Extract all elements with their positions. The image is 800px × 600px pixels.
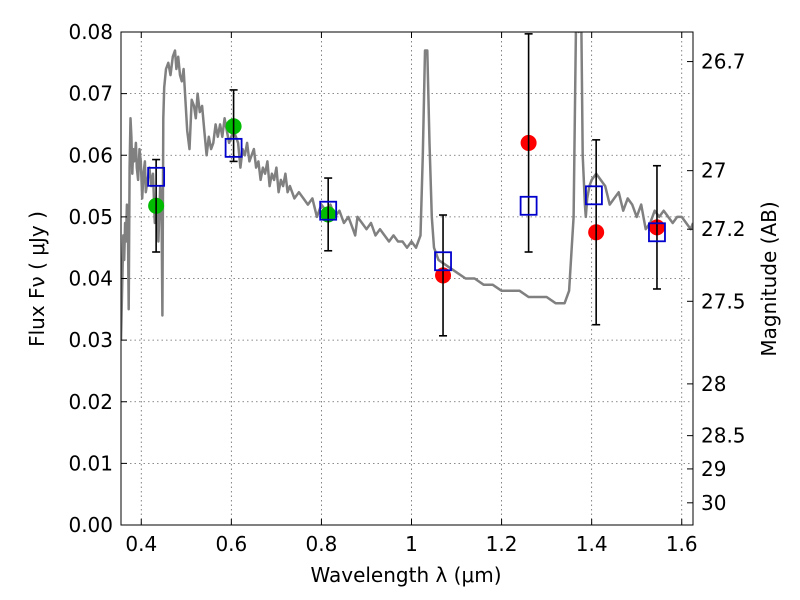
y2-tick-label: 28.5 (701, 424, 746, 448)
x-tick-label: 1.2 (486, 532, 518, 556)
y-tick-label: 0.08 (68, 20, 113, 44)
y-tick-label: 0.07 (68, 82, 113, 106)
y2-tick-label: 27.2 (701, 217, 746, 241)
model-photometry-square (224, 137, 243, 158)
y2-tick-label: 27.5 (701, 289, 746, 313)
y-tick-label: 0.02 (68, 390, 113, 414)
x-tick-label: 1 (405, 532, 418, 556)
y-tick-label: 0.01 (68, 451, 113, 475)
y2-tick-label: 27 (701, 159, 726, 183)
y-tick-label: 0.05 (68, 205, 113, 229)
x-tick-label: 0.6 (215, 532, 247, 556)
y2-axis-label: Magnitude (AB) (757, 201, 781, 356)
grid-lines (121, 31, 693, 526)
y-tick-label: 0.04 (68, 267, 113, 291)
data-layer (121, 32, 693, 341)
y-tick-label: 0.03 (68, 328, 113, 352)
y-tick-label: 0.06 (68, 143, 113, 167)
model-photometry-square (147, 166, 166, 187)
y2-tick-label: 26.7 (701, 50, 746, 74)
y-tick-label: 0.00 (68, 513, 113, 537)
model-photometry-square (319, 200, 338, 221)
x-axis-label: Wavelength λ (μm) (310, 563, 501, 587)
y2-tick-label: 29 (701, 457, 726, 481)
y2-tick-label: 28 (701, 372, 726, 396)
model-spectrum-line (121, 32, 693, 341)
y2-tick-label: 30 (701, 491, 726, 515)
x-tick-label: 0.4 (125, 532, 157, 556)
model-photometry-square (434, 251, 452, 272)
axis-ticks: 0.4 0.6 0.8 1 1.2 1.4 1.6 0.00 0.01 0.02 0.03 0.04 0… (68, 20, 745, 556)
model-photometry-square (648, 222, 666, 243)
model-photometry-square (585, 185, 603, 206)
model-photometry-square (519, 195, 538, 216)
x-tick-label: 0.8 (306, 532, 338, 556)
y-axis-label: Flux Fν ( μJy ) (25, 211, 49, 347)
x-tick-label: 1.4 (576, 532, 608, 556)
x-tick-label: 1.6 (666, 532, 698, 556)
